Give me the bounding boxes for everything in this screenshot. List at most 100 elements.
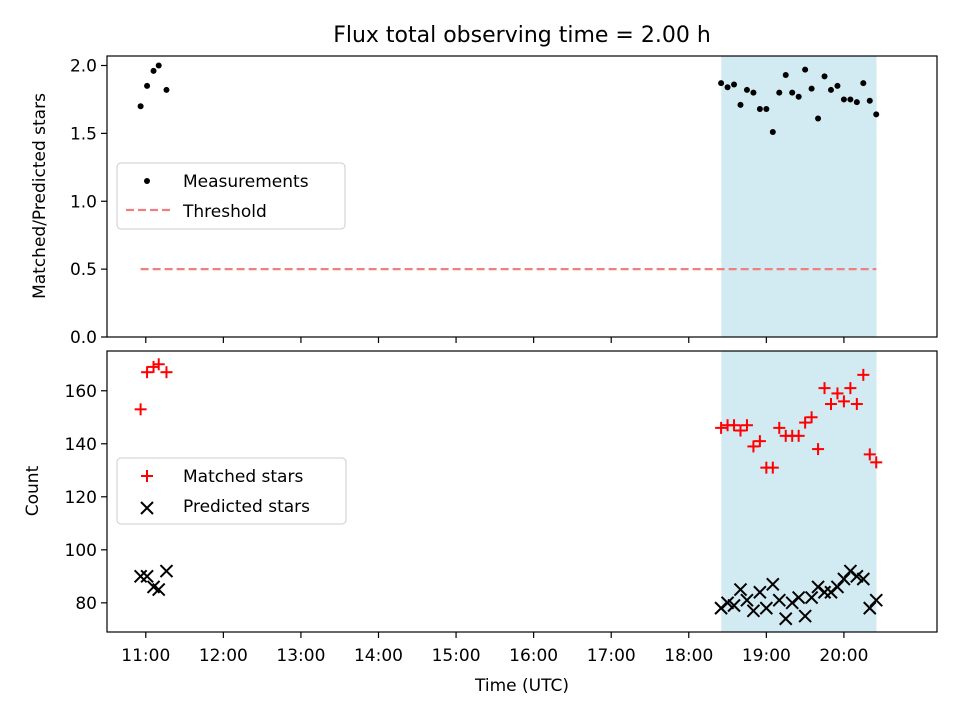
- matched-point: [747, 440, 760, 453]
- x-tick-label: 15:00: [432, 646, 481, 666]
- predicted-point: [152, 582, 166, 597]
- count-shaded-region: [721, 351, 877, 632]
- measurement-point: [795, 93, 802, 100]
- predicted-point: [740, 593, 754, 607]
- x-tick-label: 12:00: [199, 646, 248, 666]
- matched-point: [766, 461, 779, 474]
- count-legend: Matched stars Predicted stars: [116, 457, 347, 525]
- legend-predicted-label: Predicted stars: [183, 497, 310, 517]
- predicted-point: [798, 609, 812, 623]
- y-tick-label: 2.0: [70, 57, 97, 77]
- x-tick-label: 19:00: [742, 646, 791, 666]
- predicted-point: [869, 593, 883, 607]
- measurement-point: [756, 105, 763, 112]
- ratio-legend-box: [116, 162, 346, 230]
- measurement-point: [860, 80, 867, 87]
- matched-point: [831, 387, 844, 400]
- predicted-point: [759, 601, 774, 615]
- measurement-point: [821, 73, 828, 80]
- measurement-point: [718, 80, 725, 87]
- measurement-point: [731, 81, 738, 88]
- x-axis-label: Time (UTC): [474, 676, 569, 696]
- measurement-point: [144, 82, 151, 89]
- y-tick-label: 0.5: [70, 260, 97, 280]
- ratio-y-axis-label: Matched/Predicted stars: [30, 93, 50, 299]
- predicted-point: [817, 585, 832, 599]
- legend-matched-marker: [141, 470, 153, 482]
- count-legend-box: [116, 457, 347, 525]
- legend-matched-label: Matched stars: [183, 467, 303, 487]
- x-tick-label: 20:00: [819, 646, 868, 666]
- measurement-point: [155, 62, 162, 69]
- legend-measurements-label: Measurements: [183, 172, 309, 192]
- measurement-point: [827, 86, 834, 93]
- count-panel: 80 100 120 140 160 11:00 12:00 13:00 14:00 15:00…: [23, 350, 938, 666]
- legend-threshold-label: Threshold: [182, 202, 267, 222]
- measurement-point: [750, 89, 757, 96]
- ratio-legend: Measurements Threshold: [116, 162, 346, 230]
- measurement-point: [873, 111, 880, 118]
- x-tick-label: 11:00: [121, 646, 170, 666]
- x-tick-label: 13:00: [276, 646, 325, 666]
- matched-point: [812, 443, 825, 456]
- measurement-point: [163, 86, 170, 93]
- matched-point: [134, 403, 147, 416]
- measurement-point: [769, 129, 776, 136]
- ratio-panel: 0.00.51.01.52.0 Matched/Predicted stars …: [30, 55, 938, 348]
- measurement-point: [137, 103, 144, 110]
- matched-point: [152, 358, 165, 371]
- x-tick-label: 18:00: [664, 646, 713, 666]
- measurement-point: [150, 67, 157, 74]
- measurement-point: [847, 96, 854, 103]
- matched-point: [870, 456, 883, 469]
- legend-predicted-marker: [140, 501, 154, 515]
- matched-point: [863, 448, 876, 461]
- matched-point: [850, 398, 863, 411]
- matched-point: [147, 360, 160, 373]
- legend-measurements-marker: [144, 178, 150, 184]
- matched-point: [824, 398, 837, 411]
- matched-point: [773, 421, 786, 434]
- predicted-point: [140, 569, 154, 584]
- count-plot-frame: [106, 350, 938, 633]
- y-tick-label: 160: [65, 382, 97, 402]
- predicted-point: [804, 590, 819, 605]
- measurement-point: [866, 97, 873, 104]
- count-y-axis-label: Count: [23, 465, 43, 516]
- measurement-point: [743, 86, 750, 93]
- predicted-point: [830, 580, 845, 594]
- measurement-point: [737, 101, 744, 108]
- chart-title: Flux total observing time = 2.00 h: [333, 23, 711, 48]
- predicted-point: [133, 569, 148, 584]
- y-tick-label: 100: [65, 541, 97, 561]
- predicted-point: [753, 585, 767, 599]
- matched-point: [818, 382, 831, 395]
- y-tick-label: 120: [65, 488, 97, 508]
- measurement-point: [802, 66, 809, 73]
- matched-point: [728, 419, 741, 432]
- matched-point: [141, 366, 154, 379]
- ratio-plot-frame: [106, 55, 938, 338]
- x-tick-label: 14:00: [354, 646, 403, 666]
- matched-point: [753, 435, 766, 448]
- measurement-point: [763, 105, 770, 112]
- predicted-point: [772, 593, 786, 607]
- y-tick-label: 80: [75, 594, 97, 614]
- measurement-point: [853, 99, 860, 106]
- measurement-point: [776, 89, 783, 96]
- predicted-point: [733, 582, 748, 597]
- predicted-point: [856, 572, 871, 586]
- y-tick-label: 0.0: [70, 328, 97, 348]
- predicted-point: [837, 572, 851, 586]
- matched-point: [844, 382, 857, 395]
- matched-point: [715, 421, 728, 434]
- predicted-point: [863, 601, 877, 615]
- predicted-point: [766, 577, 780, 591]
- matched-point: [837, 395, 850, 408]
- measurement-point: [834, 82, 841, 89]
- measurement-point: [808, 85, 815, 92]
- matched-point: [160, 366, 173, 379]
- y-tick-label: 1.5: [70, 124, 97, 144]
- matched-point: [734, 424, 747, 437]
